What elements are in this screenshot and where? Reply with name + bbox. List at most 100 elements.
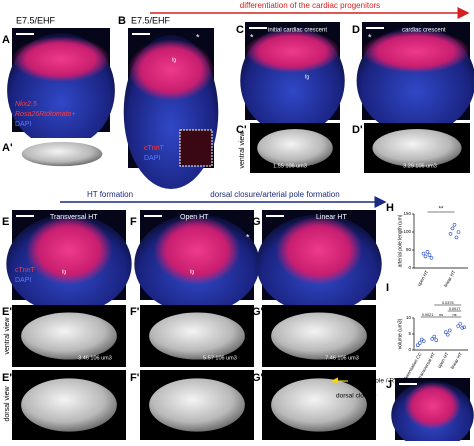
annotation: fg	[172, 57, 176, 63]
data-point	[443, 330, 448, 334]
data-point	[421, 251, 426, 256]
volume-label: 3.46 106 um3	[78, 355, 112, 361]
y-tick-label: 0	[408, 265, 411, 270]
data-point	[429, 256, 434, 260]
scale-bar	[16, 215, 34, 217]
scale-bar	[132, 33, 150, 35]
annotation: *	[250, 32, 254, 42]
panel-label: F''	[130, 372, 142, 384]
data-point	[415, 343, 420, 348]
render-3d	[271, 312, 367, 360]
cardiac-tissue	[362, 29, 470, 73]
annotation: dorsal closure	[336, 393, 377, 400]
stain-label: cTnnT	[144, 145, 165, 152]
view-label: ventral view	[4, 317, 11, 355]
cardiac-tissue	[275, 216, 363, 285]
cardiac-tissue	[404, 382, 461, 430]
panel-label: D'	[352, 124, 363, 136]
cardiac-tissue	[12, 36, 110, 83]
data-point	[427, 253, 432, 257]
data-point	[456, 230, 461, 234]
data-point	[430, 336, 435, 341]
data-point	[454, 235, 459, 240]
panel-label: C'	[236, 124, 247, 136]
scale-bar	[266, 215, 284, 217]
render-3d	[21, 378, 117, 432]
inset	[179, 129, 213, 167]
stain-label: Nkx2.5	[15, 101, 37, 108]
data-point	[462, 325, 467, 330]
volume-label: 1.55 106 um3	[273, 163, 307, 169]
y-axis-label: arterial pole length (um)	[397, 214, 403, 267]
data-point	[421, 339, 426, 343]
image-layer	[6, 22, 474, 446]
stain-label: DAPI	[15, 277, 31, 284]
stage-title: E7.5/EHF	[16, 15, 56, 25]
render-3d	[271, 378, 367, 432]
x-tick-label: linear HT	[450, 351, 464, 370]
panel-label: G	[252, 216, 261, 228]
volume-label: 7.46 106 um3	[325, 355, 359, 361]
stage-title: cardiac crescent	[402, 28, 446, 34]
render-3d	[21, 312, 117, 360]
annotation: *	[246, 232, 250, 242]
annotation: fg	[305, 74, 309, 80]
data-point	[425, 250, 430, 254]
stage-title: Open HT	[180, 214, 209, 221]
volume-label: 3.29 106 um3	[403, 163, 437, 169]
y-tick-label: 10	[406, 315, 412, 320]
stain-label: cTnnT	[15, 267, 36, 274]
x-tick-label: linear HT	[443, 269, 457, 288]
panel-label: G'	[252, 306, 264, 318]
stage-title: Linear HT	[316, 214, 347, 221]
view-label: ventral view	[239, 131, 246, 169]
data-point	[458, 321, 463, 326]
data-point	[448, 232, 453, 236]
scale-bar	[399, 383, 417, 385]
data-point	[460, 326, 465, 330]
panel-label: A	[2, 34, 10, 46]
stain-label: Rosa26Rtdtomato+	[15, 111, 76, 118]
stage-title: initial cardiac crescent	[268, 28, 327, 34]
y-tick-label: 50	[406, 247, 412, 252]
data-point	[419, 337, 424, 342]
cardiac-tissue	[25, 216, 113, 285]
render-3d	[149, 378, 245, 432]
stain-label: DAPI	[15, 121, 31, 128]
view-label: dorsal view	[4, 386, 11, 422]
cardiac-tissue	[128, 39, 214, 101]
panel-label: G''	[252, 372, 266, 384]
render-3d	[257, 129, 333, 167]
panel-label: F	[130, 216, 137, 228]
data-point	[452, 223, 457, 227]
volume-label: 5.57 106 um3	[203, 355, 237, 361]
panel-label: E	[2, 216, 9, 228]
data-point	[445, 332, 450, 337]
panel-label: J	[386, 379, 392, 391]
render-3d	[21, 141, 103, 167]
y-axis-label: volume (um3)	[397, 318, 403, 349]
scale-bar	[144, 215, 162, 217]
panel-label: I	[386, 282, 389, 294]
arrow-label: HT formation	[87, 190, 133, 199]
panel-label: A'	[2, 142, 13, 154]
stage-title: Transversal HT	[50, 214, 98, 221]
annotation: *	[196, 32, 200, 42]
p-value: 0.0376	[442, 301, 454, 305]
data-point	[456, 324, 461, 328]
stage-title: E7.5/EHF	[131, 15, 171, 25]
annotation: fg	[62, 269, 66, 275]
p-value: 0.0017	[449, 307, 461, 311]
panel-label: E'	[2, 306, 12, 318]
panel-label: B	[118, 15, 126, 27]
p-value: 0.0021	[422, 313, 434, 317]
panel-label: H	[386, 202, 394, 214]
render-3d	[149, 312, 245, 360]
data-point	[450, 226, 455, 231]
panel-label: E''	[2, 372, 15, 384]
y-tick-label: 0	[408, 347, 411, 352]
x-tick-label: open HT	[437, 351, 450, 369]
scale-bar	[366, 27, 384, 29]
annotation: *	[368, 32, 372, 42]
